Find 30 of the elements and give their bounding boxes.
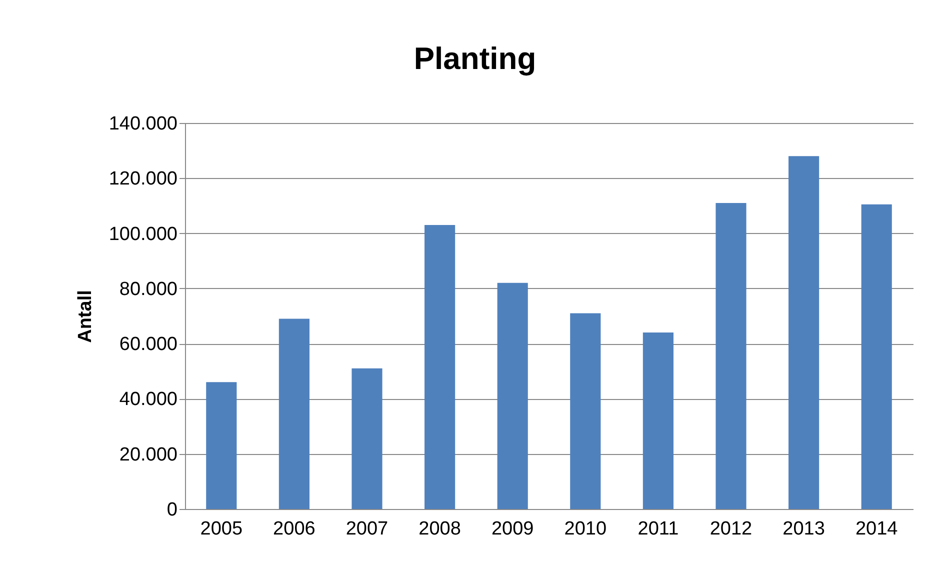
y-tick-label: 60.000 [119, 334, 178, 356]
x-tick-label: 2007 [346, 518, 388, 540]
y-tick-label: 120.000 [108, 168, 178, 190]
y-tick-label: 80.000 [119, 278, 178, 300]
x-tick-label: 2006 [273, 518, 316, 540]
bar [278, 318, 310, 509]
y-tick-label: 100.000 [108, 224, 178, 245]
bar [642, 332, 674, 509]
y-tick-label: 140.000 [108, 114, 178, 134]
chart-title: Planting [414, 41, 536, 76]
bar [352, 368, 382, 509]
x-tick-label: 2009 [491, 518, 534, 540]
x-tick-label: 2011 [638, 518, 679, 540]
x-tick-label: 2008 [418, 518, 461, 540]
x-tick-label: 2012 [710, 518, 752, 540]
bar [861, 204, 892, 509]
y-tick-label: 40.000 [119, 389, 178, 410]
x-tick-label: 2013 [782, 518, 825, 540]
y-axis-title: Antall [74, 290, 96, 343]
bar [206, 382, 237, 509]
bar [570, 313, 601, 509]
x-tick-label: 2005 [200, 518, 243, 540]
bar [424, 225, 456, 509]
bar [497, 282, 528, 509]
y-tick-label: 20.000 [119, 444, 178, 466]
bar [788, 156, 820, 509]
x-tick-label: 2010 [564, 518, 607, 540]
bar [716, 202, 746, 509]
x-tick-label: 2014 [855, 518, 898, 540]
y-tick-label: 0 [166, 500, 178, 520]
